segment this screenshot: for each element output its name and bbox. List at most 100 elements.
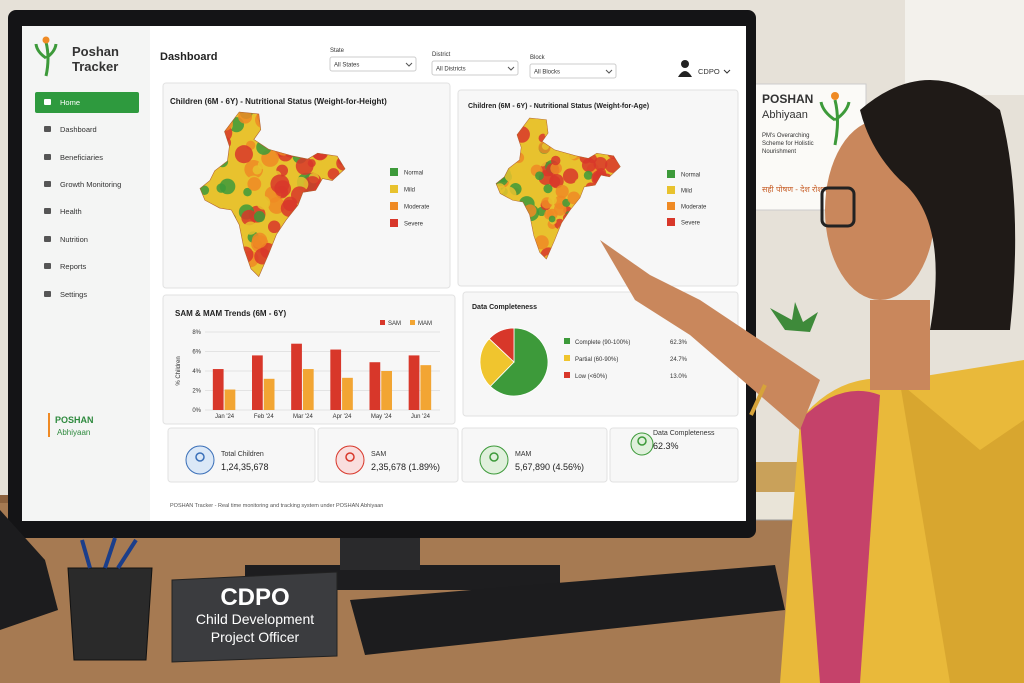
map-region [548,215,556,223]
kpi-icon [630,432,654,456]
pen-holder [67,567,153,661]
logo-text: Poshan [72,44,119,59]
caret [507,66,515,71]
kpi-value: 1,24,35,678 [221,462,269,472]
kpi-icon [195,452,205,462]
filter-select[interactable] [431,60,519,76]
bar [263,378,275,410]
value-label: 62.3% [670,340,688,346]
x-tick-label: May '24 [371,414,392,420]
map-region [543,184,553,194]
map-region [241,209,257,226]
map-title: Children (6M - 6Y) - Nutritional Status … [170,97,387,106]
legend-swatch [667,186,675,194]
map-region [243,187,252,197]
dashboard: Poshan Tracker Home Dashboard Beneficiarie… [22,26,739,521]
map-region [270,174,290,194]
y-tick-label: 6% [192,350,201,356]
x-tick-label: Apr '24 [333,414,352,420]
poster-subtitle: Scheme for Holistic [762,141,814,147]
x-tick-label: Jun '24 [411,414,431,420]
menu-item[interactable]: Nutrition [60,235,88,244]
filter-value[interactable]: All States [334,63,359,69]
logo-icon [34,41,58,77]
user-name[interactable]: CDPO [698,67,720,76]
bar [291,343,302,410]
filter-label: State [330,48,345,54]
legend-label: Normal [681,173,700,179]
map-region [253,211,266,223]
map-region [605,157,620,173]
legend-label: Severe [404,222,424,228]
y-tick-label: 4% [192,369,201,375]
menu-icon [44,236,51,242]
kpi-icon [637,436,647,446]
legend-swatch [667,170,675,178]
menu-item[interactable]: Dashboard [60,125,97,134]
bar [212,369,224,410]
legend-swatch [667,218,675,226]
filter-label: District [432,52,451,58]
kpi-icon [489,452,499,462]
map-region [219,178,236,195]
legend-label: MAM [418,321,432,327]
map-region [251,232,268,248]
menu-item[interactable]: Health [60,207,82,216]
menu-item[interactable]: Growth Monitoring [60,180,121,189]
pens [80,537,138,570]
map-region [243,221,258,235]
menu-item[interactable]: Settings [60,290,87,299]
poster-title: POSHAN [762,92,813,106]
menu-item[interactable]: Home [60,98,80,107]
map-region [555,184,569,199]
chart-title: SAM & MAM Trends (6M - 6Y) [175,309,286,318]
kpi-label: SAM [371,451,386,458]
map-region [307,159,316,168]
legend-label: SAM [388,321,401,327]
map-region [534,235,549,250]
menu-item[interactable]: Beneficiaries [60,153,103,162]
kpi-label: MAM [515,451,532,458]
menu-active [35,92,139,113]
menu-item[interactable]: Reports [60,262,87,271]
filter-value[interactable]: All Districts [436,67,466,73]
legend-swatch [410,320,415,325]
poster-title: Abhiyaan [762,109,808,121]
bar [408,355,420,410]
legend-label: Mild [681,189,692,195]
legend-swatch [380,320,385,325]
keyboard [0,510,58,630]
page-title: Dashboard [160,51,217,63]
keyboard [350,565,785,655]
footer: POSHAN Tracker - Real time monitoring an… [170,503,383,509]
filter-select[interactable] [529,63,617,79]
logo-text: Tracker [72,59,118,74]
window [905,0,1024,95]
filter-select[interactable] [329,56,417,72]
map-border [199,111,346,278]
bar [369,362,381,410]
bar [224,389,236,410]
x-tick-label: Jan '24 [215,414,235,420]
brand: POSHAN [55,415,94,425]
caret [405,62,413,67]
map-region [550,162,562,175]
y-tick-label: 0% [192,408,201,414]
y-axis-label: % Children [176,356,182,385]
legend-swatch [390,168,398,176]
kpi-value: 2,35,678 (1.89%) [371,462,440,472]
poster-subtitle: Nourishment [762,149,796,155]
filter-value[interactable]: All Blocks [534,70,560,76]
plant [770,302,818,332]
legend-swatch [390,202,398,210]
map-region [550,155,561,166]
y-tick-label: 2% [192,389,201,395]
legend-label: Partial (60-90%) [575,357,618,363]
nameplate-title: CDPO [220,584,289,611]
map-region [562,168,579,184]
value-label: 13.0% [670,374,688,380]
menu-icon [44,126,51,132]
map-region [548,195,557,205]
map-region [593,156,608,171]
